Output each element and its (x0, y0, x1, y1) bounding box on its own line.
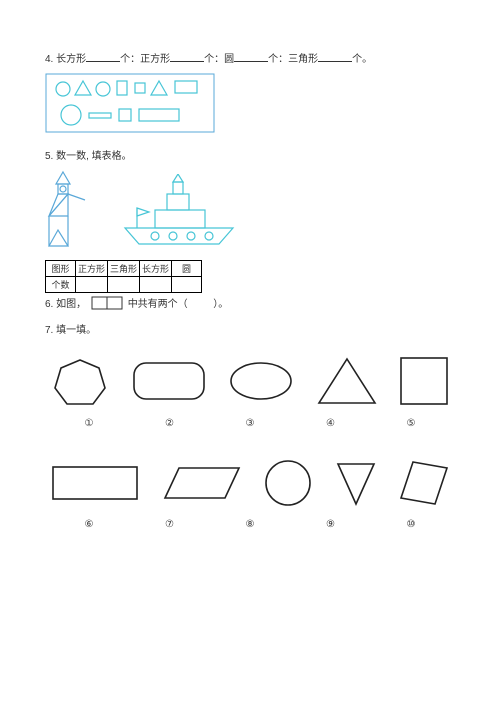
table-row: 图形 正方形 三角形 长方形 圆 (46, 261, 202, 277)
label-5: ⑤ (391, 418, 431, 429)
q5-text: 5. 数一数, 填表格。 (45, 151, 132, 162)
shapes-row-1 (45, 354, 455, 408)
q7-text: 7. 填一填。 (45, 325, 96, 336)
label-2: ② (150, 418, 190, 429)
q4-figure (45, 73, 455, 133)
q5-fig-right (119, 174, 239, 250)
td-3 (140, 277, 172, 293)
th-2: 三角形 (108, 261, 140, 277)
label-4: ④ (311, 418, 351, 429)
blank-4 (318, 51, 352, 62)
th-0: 图形 (46, 261, 76, 277)
shape-10-rhomboid (397, 458, 451, 508)
q4-p3: 个：圆 (204, 54, 234, 65)
th-3: 长方形 (140, 261, 172, 277)
label-10: ⑩ (391, 519, 431, 530)
blank-1 (86, 51, 120, 62)
labels-row-2: ⑥ ⑦ ⑧ ⑨ ⑩ (45, 519, 455, 530)
td-2 (108, 277, 140, 293)
table-row: 个数 (46, 277, 202, 293)
shape-6-rectangle (49, 461, 141, 505)
shapes-row-2 (45, 457, 455, 509)
td-4 (172, 277, 202, 293)
q5-fig-left (45, 170, 95, 250)
label-3: ③ (230, 418, 270, 429)
q5-table: 图形 正方形 三角形 长方形 圆 个数 (45, 260, 202, 293)
shape-8-circle (262, 457, 314, 509)
labels-row-1: ① ② ③ ④ ⑤ (45, 418, 455, 429)
label-9: ⑨ (311, 519, 351, 530)
shape-9-inverted-triangle (334, 458, 378, 508)
q4-line: 4. 长方形 个：正方形 个：圆 个：三角形 个。 (45, 50, 455, 65)
th-4: 圆 (172, 261, 202, 277)
shape-1-heptagon (49, 354, 111, 408)
q6-mid: 中共有两个（ (128, 299, 188, 310)
label-1: ① (69, 418, 109, 429)
q5-line: 5. 数一数, 填表格。 (45, 147, 455, 162)
q6-line: 6. 如图， 中共有两个（ ）。 (45, 295, 455, 313)
label-6: ⑥ (69, 519, 109, 530)
blank-2 (170, 51, 204, 62)
q7-line: 7. 填一填。 (45, 321, 455, 336)
label-8: ⑧ (230, 519, 270, 530)
q4-p1: 长方形 (56, 54, 86, 65)
q5-figures (45, 170, 455, 250)
q4-p4: 个：三角形 (268, 54, 318, 65)
shape-7-parallelogram (161, 462, 243, 504)
shape-2-rounded-rect (130, 357, 208, 405)
td-0: 个数 (46, 277, 76, 293)
q6-end: ）。 (213, 299, 228, 310)
td-1 (76, 277, 108, 293)
q6-inline-figure (91, 296, 123, 313)
shape-5-square (397, 354, 451, 408)
q4-p5: 个。 (352, 54, 372, 65)
label-7: ⑦ (150, 519, 190, 530)
q4-p2: 个：正方形 (120, 54, 170, 65)
shape-4-triangle (315, 355, 379, 407)
q6-prefix: 6. 如图， (45, 299, 86, 310)
th-1: 正方形 (76, 261, 108, 277)
blank-3 (234, 51, 268, 62)
q4-prefix: 4. (45, 54, 56, 65)
shape-3-ellipse (226, 358, 296, 404)
